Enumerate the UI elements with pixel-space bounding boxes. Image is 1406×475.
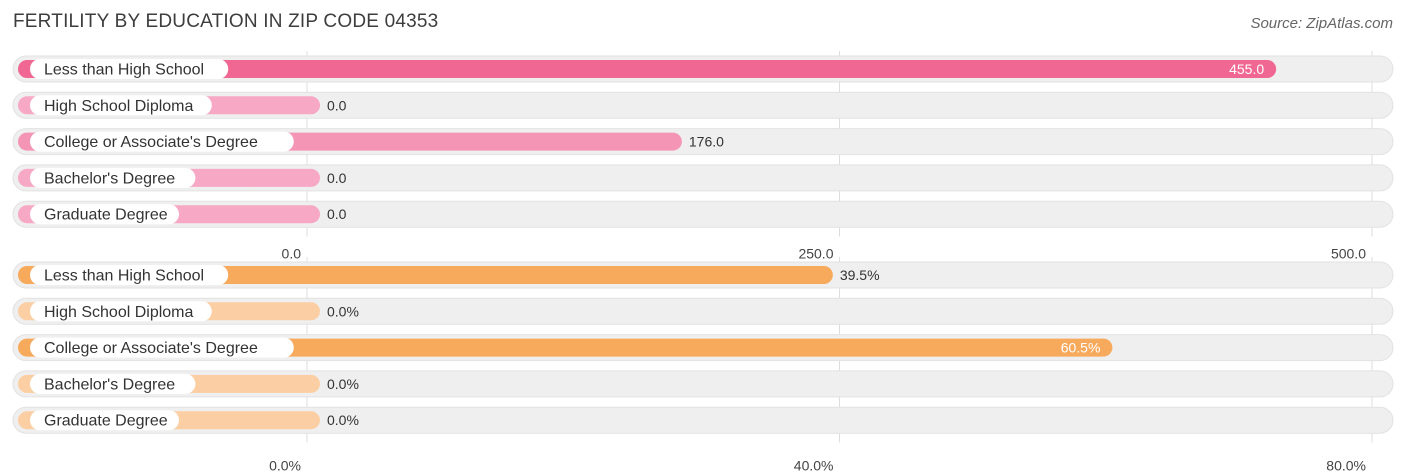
data-label: 0.0% [327,303,359,319]
data-label: 0.0 [327,206,347,222]
data-label: 0.0 [327,170,347,186]
tick-label: 0.0% [269,458,301,474]
category-label: College or Associate's Degree [44,340,258,357]
category-label: Graduate Degree [44,207,168,224]
category-label-pill [30,337,294,358]
bar-track [12,406,1394,434]
category-label: High School Diploma [44,98,194,115]
category-label-pill [30,204,179,225]
data-label: 0.0% [327,412,359,428]
category-label: Graduate Degree [44,413,168,430]
category-label: Less than High School [44,62,204,79]
data-label: 0.0 [327,97,347,113]
chart-panel-2: Less than High School 39.5% High School Di… [12,257,1394,474]
bar-track [12,200,1394,228]
category-label: College or Associate's Degree [44,134,258,151]
tick-label: 250.0 [798,246,833,262]
category-label-pill [30,131,294,152]
chart-panel-1: Less than High School 455.0 High School Di… [12,51,1394,262]
category-label: Bachelor's Degree [44,376,175,393]
chart-title: FERTILITY BY EDUCATION IN ZIP CODE 04353 [13,11,439,32]
data-label: 176.0 [689,134,724,150]
bar-track [12,164,1394,192]
category-label: Bachelor's Degree [44,170,175,187]
tick-label: 40.0% [794,458,834,474]
category-label-pill [30,265,229,285]
source-label: Source: ZipAtlas.com [1250,15,1393,32]
category-label: High School Diploma [44,304,194,321]
category-label: Less than High School [44,268,204,285]
data-label: 0.0% [327,376,359,392]
bar[interactable] [18,60,1277,78]
data-label: 39.5% [840,267,880,283]
tick-label: 0.0 [282,246,302,262]
category-label-pill [30,167,196,188]
bar-track [12,91,1394,119]
data-label: 60.5% [1061,340,1101,356]
category-label-pill [30,95,212,116]
category-label-pill [30,410,179,431]
bar-track [12,297,1394,325]
data-label: 455.0 [1229,61,1264,77]
tick-label: 500.0 [1331,246,1366,262]
tick-label: 80.0% [1326,458,1366,474]
category-label-pill [30,373,196,394]
category-label-pill [30,301,212,322]
bar-track [12,370,1394,398]
category-label-pill [30,59,229,79]
